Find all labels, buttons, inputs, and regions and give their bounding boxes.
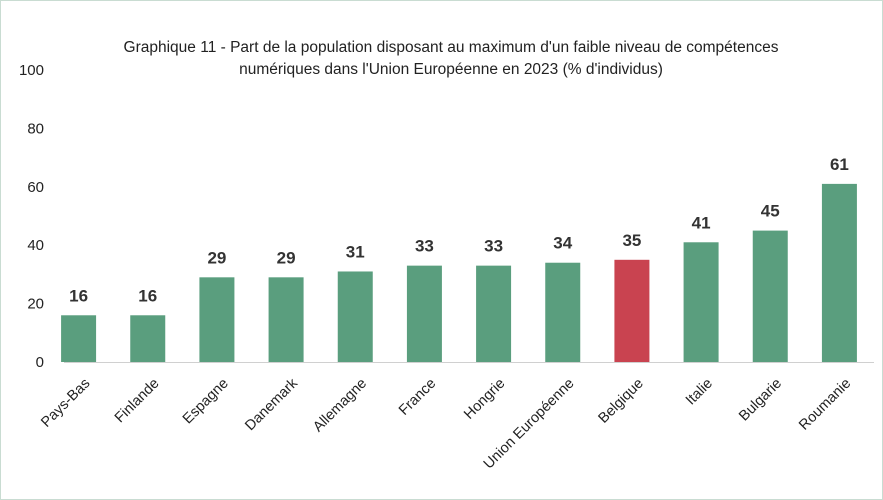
- data-label: 34: [553, 234, 572, 253]
- y-tick-label: 40: [27, 237, 44, 254]
- bars: [61, 183, 857, 362]
- data-label: 29: [277, 248, 296, 267]
- category-label: Allemagne: [310, 376, 370, 436]
- bar: [406, 265, 442, 362]
- y-tick-label: 80: [27, 120, 44, 137]
- category-label: Espagne: [180, 376, 232, 428]
- data-label: 33: [415, 237, 434, 256]
- bar: [130, 315, 166, 362]
- data-label: 35: [622, 231, 641, 250]
- y-tick-label: 100: [19, 62, 44, 79]
- data-labels: 16 16 29 29 31 33 33 34 35 41 45 61: [69, 155, 849, 305]
- category-label: Danemark: [242, 375, 301, 434]
- data-label: 16: [138, 286, 157, 305]
- category-label: Roumanie: [796, 376, 854, 434]
- category-label: Italie: [683, 376, 716, 409]
- data-label: 33: [484, 237, 503, 256]
- category-label: Finlande: [112, 376, 163, 427]
- bar: [683, 242, 719, 362]
- bar: [545, 262, 581, 362]
- category-label: Belgique: [596, 376, 647, 427]
- data-label: 61: [830, 155, 849, 174]
- y-tick-label: 20: [27, 296, 44, 313]
- data-label: 31: [346, 242, 365, 261]
- bar: [337, 271, 373, 362]
- bar: [614, 259, 650, 362]
- data-label: 16: [69, 286, 88, 305]
- bar: [61, 315, 97, 362]
- category-label: France: [396, 376, 439, 419]
- bar: [752, 230, 788, 362]
- data-label: 41: [692, 213, 711, 232]
- category-label: Hongrie: [461, 376, 508, 423]
- data-label: 29: [207, 248, 226, 267]
- bar: [268, 277, 304, 362]
- bar: [199, 277, 235, 362]
- bar: [476, 265, 512, 362]
- chart-title: Graphique 11 - Part de la population dis…: [123, 39, 779, 78]
- category-label: Bulgarie: [736, 376, 785, 425]
- bar: [821, 183, 857, 362]
- y-tick-label: 0: [36, 354, 44, 371]
- category-labels: Pays-Bas Finlande Espagne Danemark Allemagne…: [38, 375, 854, 472]
- data-label: 45: [761, 202, 780, 221]
- category-label: Pays-Bas: [38, 376, 93, 431]
- y-tick-label: 60: [27, 179, 44, 196]
- y-axis: 0 20 40 60 80 100: [19, 62, 44, 371]
